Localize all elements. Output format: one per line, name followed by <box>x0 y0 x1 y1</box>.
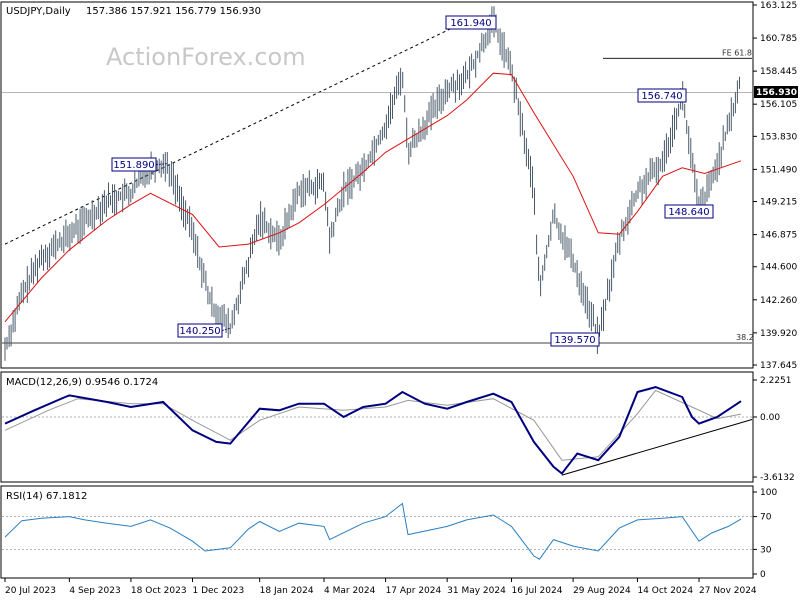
callout-box <box>111 157 157 172</box>
x-tick-label: 27 Nov 2024 <box>699 586 757 596</box>
callout-label: 161.940 <box>450 18 491 29</box>
callout-leader <box>221 327 231 331</box>
x-tick-label: 1 Dec 2023 <box>192 586 244 596</box>
macd-y-tick-label: 2.2251 <box>760 376 792 386</box>
price-y-tick-label: 149.215 <box>760 198 797 208</box>
x-tick-label: 14 Oct 2024 <box>637 586 693 596</box>
callout-label: 140.250 <box>179 326 220 337</box>
callout-leader <box>155 163 168 165</box>
price-panel-frame <box>0 1 754 369</box>
x-tick-label: 4 Mar 2024 <box>324 586 376 596</box>
price-y-tick-label: 146.875 <box>760 231 797 241</box>
ohlc-readout: 157.386 157.921 156.779 156.930 <box>86 6 261 17</box>
price-y-tick-label: 144.600 <box>760 263 797 273</box>
rsi-y-tick-label: 30 <box>760 545 772 555</box>
x-tick-label: 16 Jul 2024 <box>512 586 563 596</box>
callout-label: 156.740 <box>641 91 682 102</box>
price-y-tick-label: 151.490 <box>760 165 797 175</box>
level-label-382: 38.2 <box>736 333 754 342</box>
callout-box <box>177 323 223 338</box>
callout-box <box>445 15 497 30</box>
macd-panel-frame <box>0 371 754 483</box>
x-tick-label: 18 Oct 2023 <box>131 586 187 596</box>
axis-layer: 163.125 160.785 158.445 156.105 153.830 151.4… <box>4 1 797 596</box>
x-tick-label: 18 Jan 2024 <box>260 586 314 596</box>
x-tick-label: 31 May 2024 <box>447 586 506 596</box>
price-y-tick-label: 139.920 <box>760 329 797 339</box>
price-y-tick-label: 163.125 <box>760 1 797 11</box>
watermark-text: ActionForex.com <box>106 43 306 71</box>
last-price-tag <box>754 86 798 98</box>
moving-average-line <box>4 72 742 323</box>
rsi-panel-frame <box>0 485 754 579</box>
price-y-tick-label: 156.105 <box>760 100 797 110</box>
macd-y-tick-label: 0.00 <box>760 413 780 423</box>
rsi-panel-title: RSI(14) 67.1812 <box>6 491 87 502</box>
callout-box <box>664 204 714 219</box>
macd-y-tick-label: -3.6132 <box>760 473 795 483</box>
x-tick-label: 29 Aug 2024 <box>573 586 631 596</box>
rsi-y-tick-label: 70 <box>760 513 772 523</box>
macd-signal-line <box>4 389 742 461</box>
callout-box <box>550 332 600 347</box>
price-y-tick-label: 142.260 <box>760 296 797 306</box>
level-label-fe: FE 61.8 <box>722 48 752 57</box>
callout-label: 148.640 <box>668 207 709 218</box>
price-y-tick-label: 153.830 <box>760 132 797 142</box>
callout-label: 151.890 <box>113 160 154 171</box>
macd-line <box>4 386 742 475</box>
price-bars <box>4 6 740 361</box>
x-tick-label: 17 Apr 2024 <box>386 586 442 596</box>
rsi-layer <box>2 502 752 560</box>
price-layer: FE 61.8 38.2 161.940 151.890 140.250 156.740 1… <box>2 6 754 361</box>
price-trendline <box>4 21 465 245</box>
macd-trendline <box>561 418 753 476</box>
last-price-label: 156.930 <box>756 88 797 98</box>
price-y-tick-label: 160.785 <box>760 34 797 44</box>
rsi-y-tick-label: 100 <box>760 488 777 498</box>
rsi-y-tick-label: 0 <box>760 570 766 580</box>
x-tick-label: 20 Jul 2023 <box>5 586 56 596</box>
price-y-tick-label: 137.645 <box>760 361 797 371</box>
callout-box <box>637 88 687 103</box>
price-y-tick-label: 158.445 <box>760 67 797 77</box>
callout-label: 139.570 <box>554 335 595 346</box>
macd-layer <box>2 386 753 476</box>
price-chart-title: USDJPY,Daily <box>6 6 71 17</box>
macd-panel-title: MACD(12,26,9) 0.9546 0.1724 <box>6 377 158 388</box>
x-tick-label: 4 Sep 2023 <box>69 586 120 596</box>
rsi-line <box>4 502 742 560</box>
